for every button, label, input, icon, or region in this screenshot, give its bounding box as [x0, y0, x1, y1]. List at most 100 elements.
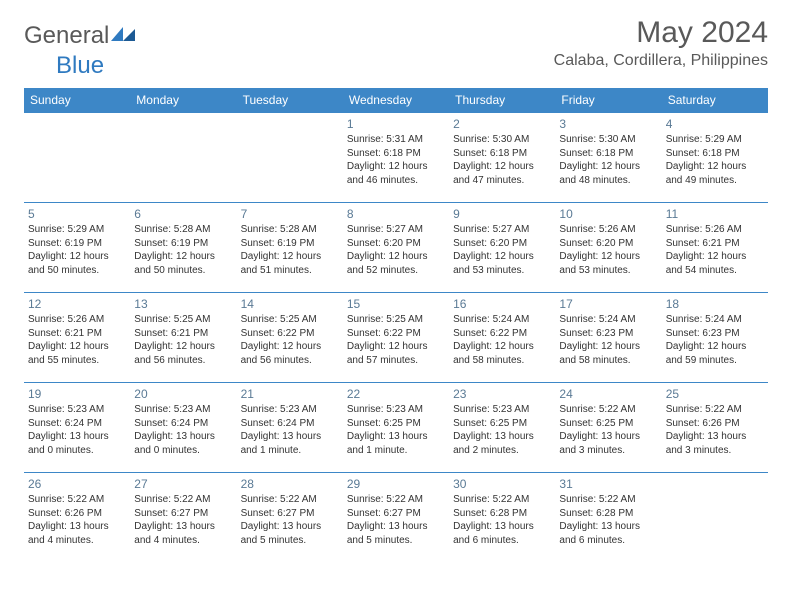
weekday-header: Monday [130, 88, 236, 113]
calendar-day-cell: 2 Sunrise: 5:30 AMSunset: 6:18 PMDaylight… [449, 113, 555, 203]
calendar-day-cell: 18Sunrise: 5:24 AMSunset: 6:23 PMDayligh… [662, 293, 768, 383]
month-title: May 2024 [554, 16, 768, 50]
brand-logo: General [24, 16, 137, 50]
day-info: Sunrise: 5:30 AMSunset: 6:18 PMDaylight:… [559, 133, 657, 187]
day-info: Sunrise: 5:25 AMSunset: 6:22 PMDaylight:… [347, 313, 445, 367]
calendar-day-cell [237, 113, 343, 203]
day-info: Sunrise: 5:23 AMSunset: 6:24 PMDaylight:… [28, 403, 126, 457]
calendar-day-cell: 23Sunrise: 5:23 AMSunset: 6:25 PMDayligh… [449, 383, 555, 473]
day-info: Sunrise: 5:29 AMSunset: 6:19 PMDaylight:… [28, 223, 126, 277]
calendar-header-row: SundayMondayTuesdayWednesdayThursdayFrid… [24, 88, 768, 113]
day-info: Sunrise: 5:22 AMSunset: 6:28 PMDaylight:… [453, 493, 551, 547]
day-info: Sunrise: 5:26 AMSunset: 6:20 PMDaylight:… [559, 223, 657, 277]
calendar-day-cell: 5Sunrise: 5:29 AMSunset: 6:19 PMDaylight… [24, 203, 130, 293]
day-number: 21 [241, 387, 339, 401]
calendar-week-row: 12Sunrise: 5:26 AMSunset: 6:21 PMDayligh… [24, 293, 768, 383]
day-info: Sunrise: 5:29 AMSunset: 6:18 PMDaylight:… [666, 133, 764, 187]
calendar-day-cell: 14Sunrise: 5:25 AMSunset: 6:22 PMDayligh… [237, 293, 343, 383]
day-info: Sunrise: 5:27 AMSunset: 6:20 PMDaylight:… [347, 223, 445, 277]
calendar-day-cell: 9Sunrise: 5:27 AMSunset: 6:20 PMDaylight… [449, 203, 555, 293]
day-number: 26 [28, 477, 126, 491]
day-number: 17 [559, 297, 657, 311]
calendar-day-cell [662, 473, 768, 563]
day-number: 16 [453, 297, 551, 311]
calendar-day-cell [130, 113, 236, 203]
calendar-day-cell: 31 Sunrise: 5:22 AMSunset: 6:28 PMDayligh… [555, 473, 661, 563]
calendar-day-cell: 3 Sunrise: 5:30 AMSunset: 6:18 PMDaylight… [555, 113, 661, 203]
day-number: 27 [134, 477, 232, 491]
calendar-day-cell: 20 Sunrise: 5:23 AMSunset: 6:24 PMDayligh… [130, 383, 236, 473]
day-number: 25 [666, 387, 764, 401]
calendar-body: 1 Sunrise: 5:31 AMSunset: 6:18 PMDaylight… [24, 113, 768, 563]
day-number: 29 [347, 477, 445, 491]
calendar-day-cell: 21 Sunrise: 5:23 AMSunset: 6:24 PMDayligh… [237, 383, 343, 473]
day-info: Sunrise: 5:24 AMSunset: 6:22 PMDaylight:… [453, 313, 551, 367]
day-info: Sunrise: 5:22 AMSunset: 6:27 PMDaylight:… [347, 493, 445, 547]
calendar-week-row: 1 Sunrise: 5:31 AMSunset: 6:18 PMDaylight… [24, 113, 768, 203]
calendar-day-cell: 26 Sunrise: 5:22 AMSunset: 6:26 PMDayligh… [24, 473, 130, 563]
day-number: 24 [559, 387, 657, 401]
calendar-day-cell [24, 113, 130, 203]
day-number: 12 [28, 297, 126, 311]
calendar-day-cell: 24Sunrise: 5:22 AMSunset: 6:25 PMDayligh… [555, 383, 661, 473]
day-info: Sunrise: 5:28 AMSunset: 6:19 PMDaylight:… [241, 223, 339, 277]
calendar-day-cell: 17 Sunrise: 5:24 AMSunset: 6:23 PMDayligh… [555, 293, 661, 383]
day-info: Sunrise: 5:23 AMSunset: 6:24 PMDaylight:… [134, 403, 232, 457]
day-info: Sunrise: 5:22 AMSunset: 6:26 PMDaylight:… [666, 403, 764, 457]
calendar-day-cell: 6Sunrise: 5:28 AMSunset: 6:19 PMDaylight… [130, 203, 236, 293]
day-number: 11 [666, 207, 764, 221]
calendar-day-cell: 8 Sunrise: 5:27 AMSunset: 6:20 PMDaylight… [343, 203, 449, 293]
day-number: 10 [559, 207, 657, 221]
location-text: Calaba, Cordillera, Philippines [554, 52, 768, 70]
calendar-day-cell: 16 Sunrise: 5:24 AMSunset: 6:22 PMDayligh… [449, 293, 555, 383]
title-block: May 2024 Calaba, Cordillera, Philippines [554, 16, 768, 70]
calendar-week-row: 5Sunrise: 5:29 AMSunset: 6:19 PMDaylight… [24, 203, 768, 293]
weekday-header: Saturday [662, 88, 768, 113]
day-number: 20 [134, 387, 232, 401]
weekday-header: Wednesday [343, 88, 449, 113]
day-info: Sunrise: 5:24 AMSunset: 6:23 PMDaylight:… [559, 313, 657, 367]
calendar-day-cell: 22 Sunrise: 5:23 AMSunset: 6:25 PMDayligh… [343, 383, 449, 473]
day-number: 18 [666, 297, 764, 311]
calendar-day-cell: 1 Sunrise: 5:31 AMSunset: 6:18 PMDaylight… [343, 113, 449, 203]
day-number: 4 [666, 117, 764, 131]
day-number: 8 [347, 207, 445, 221]
day-info: Sunrise: 5:22 AMSunset: 6:28 PMDaylight:… [559, 493, 657, 547]
day-info: Sunrise: 5:30 AMSunset: 6:18 PMDaylight:… [453, 133, 551, 187]
day-number: 30 [453, 477, 551, 491]
calendar-day-cell: 10 Sunrise: 5:26 AMSunset: 6:20 PMDayligh… [555, 203, 661, 293]
day-number: 3 [559, 117, 657, 131]
calendar-week-row: 26 Sunrise: 5:22 AMSunset: 6:26 PMDayligh… [24, 473, 768, 563]
day-number: 1 [347, 117, 445, 131]
day-info: Sunrise: 5:31 AMSunset: 6:18 PMDaylight:… [347, 133, 445, 187]
calendar-table: SundayMondayTuesdayWednesdayThursdayFrid… [24, 88, 768, 563]
day-info: Sunrise: 5:22 AMSunset: 6:26 PMDaylight:… [28, 493, 126, 547]
day-number: 2 [453, 117, 551, 131]
calendar-day-cell: 13Sunrise: 5:25 AMSunset: 6:21 PMDayligh… [130, 293, 236, 383]
calendar-day-cell: 4 Sunrise: 5:29 AMSunset: 6:18 PMDaylight… [662, 113, 768, 203]
weekday-header: Friday [555, 88, 661, 113]
calendar-day-cell: 25 Sunrise: 5:22 AMSunset: 6:26 PMDayligh… [662, 383, 768, 473]
brand-blue: Blue [24, 52, 104, 79]
day-info: Sunrise: 5:22 AMSunset: 6:27 PMDaylight:… [134, 493, 232, 547]
brand-mark-icon [111, 22, 137, 50]
brand-general: General [24, 22, 109, 50]
weekday-header: Sunday [24, 88, 130, 113]
calendar-day-cell: 27 Sunrise: 5:22 AMSunset: 6:27 PMDayligh… [130, 473, 236, 563]
day-number: 6 [134, 207, 232, 221]
day-number: 22 [347, 387, 445, 401]
day-number: 15 [347, 297, 445, 311]
day-info: Sunrise: 5:23 AMSunset: 6:25 PMDaylight:… [347, 403, 445, 457]
calendar-day-cell: 15 Sunrise: 5:25 AMSunset: 6:22 PMDayligh… [343, 293, 449, 383]
day-number: 28 [241, 477, 339, 491]
day-number: 13 [134, 297, 232, 311]
day-info: Sunrise: 5:25 AMSunset: 6:22 PMDaylight:… [241, 313, 339, 367]
day-info: Sunrise: 5:26 AMSunset: 6:21 PMDaylight:… [666, 223, 764, 277]
calendar-day-cell: 12Sunrise: 5:26 AMSunset: 6:21 PMDayligh… [24, 293, 130, 383]
calendar-day-cell: 19Sunrise: 5:23 AMSunset: 6:24 PMDayligh… [24, 383, 130, 473]
day-info: Sunrise: 5:23 AMSunset: 6:24 PMDaylight:… [241, 403, 339, 457]
day-number: 31 [559, 477, 657, 491]
day-info: Sunrise: 5:23 AMSunset: 6:25 PMDaylight:… [453, 403, 551, 457]
calendar-week-row: 19Sunrise: 5:23 AMSunset: 6:24 PMDayligh… [24, 383, 768, 473]
calendar-day-cell: 28Sunrise: 5:22 AMSunset: 6:27 PMDayligh… [237, 473, 343, 563]
